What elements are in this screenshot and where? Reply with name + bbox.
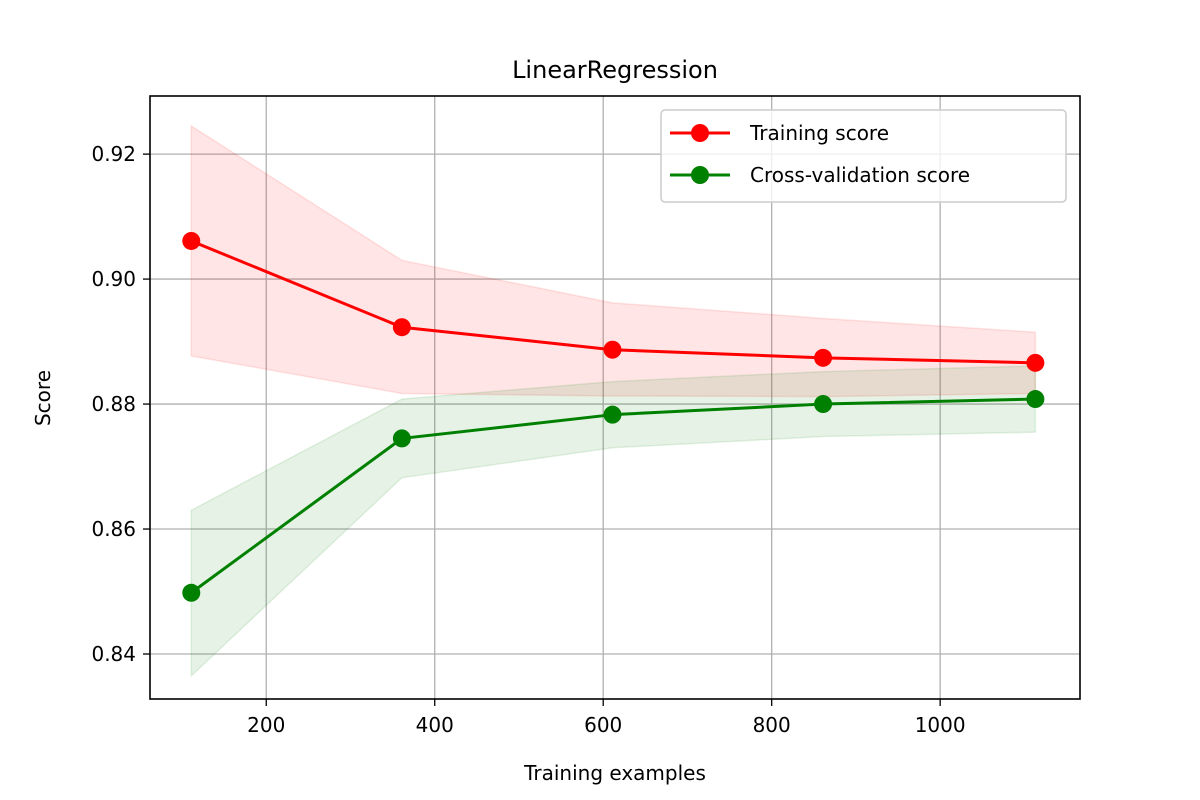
point-layer	[182, 231, 1045, 602]
plot-frame	[149, 95, 1081, 700]
x-axis-title: Training examples	[523, 761, 706, 785]
cross-validation-score-point	[603, 405, 622, 424]
legend-label-cross-validation: Cross-validation score	[750, 163, 970, 187]
legend: Training score Cross-validation score	[660, 109, 1067, 203]
y-tick-label: 0.90	[91, 267, 136, 291]
training-score-point	[603, 340, 622, 359]
x-tick-label: 800	[753, 713, 791, 737]
legend-label-training: Training score	[749, 121, 889, 145]
training-score-point	[1026, 353, 1045, 372]
cross-validation-score-point	[392, 429, 411, 448]
legend-marker-training	[691, 124, 709, 142]
x-tick-label: 400	[416, 713, 454, 737]
tick-layer: 200 400 600 800 1000 0.84 0.86 0.88 0.90 0.92	[91, 142, 965, 737]
y-tick-label: 0.84	[91, 642, 136, 666]
legend-frame	[660, 109, 1067, 203]
x-tick-label: 200	[247, 713, 285, 737]
y-axis-title: Score	[31, 370, 55, 426]
x-tick-label: 1000	[915, 713, 966, 737]
y-tick-label: 0.88	[91, 392, 136, 416]
cross-validation-score-point	[1026, 390, 1045, 409]
cross-validation-score-point	[814, 395, 833, 414]
training-score-point	[182, 231, 201, 250]
legend-marker-cross-validation	[691, 166, 709, 184]
training-score-point	[392, 318, 411, 337]
cross-validation-score-point	[182, 583, 201, 602]
training-score-point	[814, 348, 833, 367]
y-tick-label: 0.86	[91, 517, 136, 541]
y-tick-label: 0.92	[91, 142, 136, 166]
x-tick-label: 600	[584, 713, 622, 737]
chart-title: LinearRegression	[512, 56, 718, 84]
